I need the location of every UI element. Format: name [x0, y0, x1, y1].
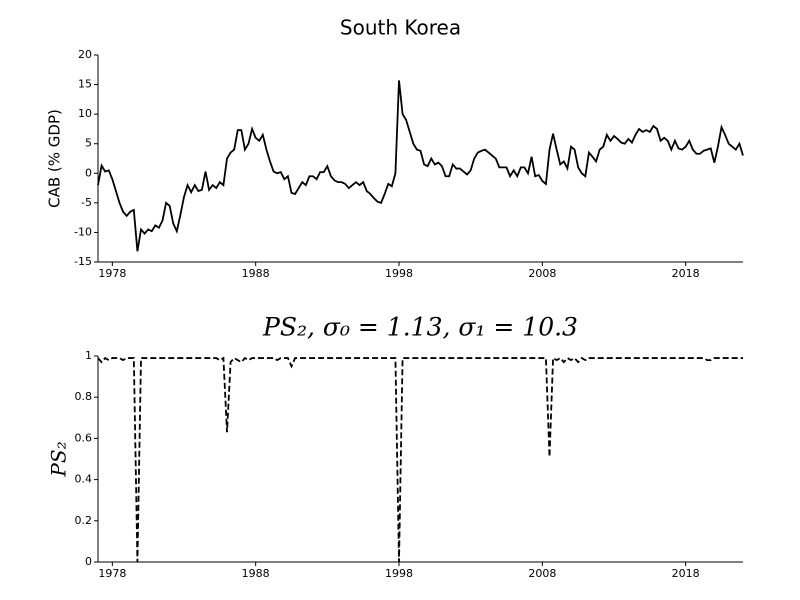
- x-tick-label: 1998: [385, 267, 413, 280]
- y-tick-label: 0.2: [75, 514, 93, 527]
- x-tick-label: 2008: [528, 267, 556, 280]
- y-tick-label: 0: [85, 555, 92, 568]
- y-tick-label: 20: [78, 48, 92, 61]
- x-tick-label: 2018: [672, 567, 700, 580]
- y-tick-label: -5: [81, 196, 92, 209]
- data-line: [97, 356, 743, 563]
- y-tick-label: -15: [74, 255, 92, 268]
- x-tick-label: 1998: [385, 567, 413, 580]
- y-axis-label: CAB (% GDP): [46, 109, 64, 208]
- data-line: [97, 80, 744, 252]
- y-tick-label: 15: [78, 78, 92, 91]
- y-tick-label: 5: [85, 137, 92, 150]
- y-tick-label: 0.4: [75, 473, 93, 486]
- x-tick-label: 1988: [242, 267, 270, 280]
- chart-title: PS₂, σ₀ = 1.13, σ₁ = 10.3: [262, 313, 578, 342]
- y-tick-label: 10: [78, 107, 92, 120]
- y-tick-label: 0.8: [75, 390, 93, 403]
- y-axis-label: PS₂: [47, 441, 71, 477]
- x-tick-label: 2018: [672, 267, 700, 280]
- x-tick-label: 2008: [528, 567, 556, 580]
- x-tick-label: 1988: [242, 567, 270, 580]
- x-tick-label: 1978: [98, 267, 126, 280]
- y-tick-label: 0.6: [75, 431, 93, 444]
- y-tick-label: -10: [74, 225, 92, 238]
- chart-title: South Korea: [340, 16, 461, 40]
- x-tick-label: 1978: [98, 567, 126, 580]
- y-tick-label: 0: [85, 166, 92, 179]
- y-tick-label: 1: [85, 349, 92, 362]
